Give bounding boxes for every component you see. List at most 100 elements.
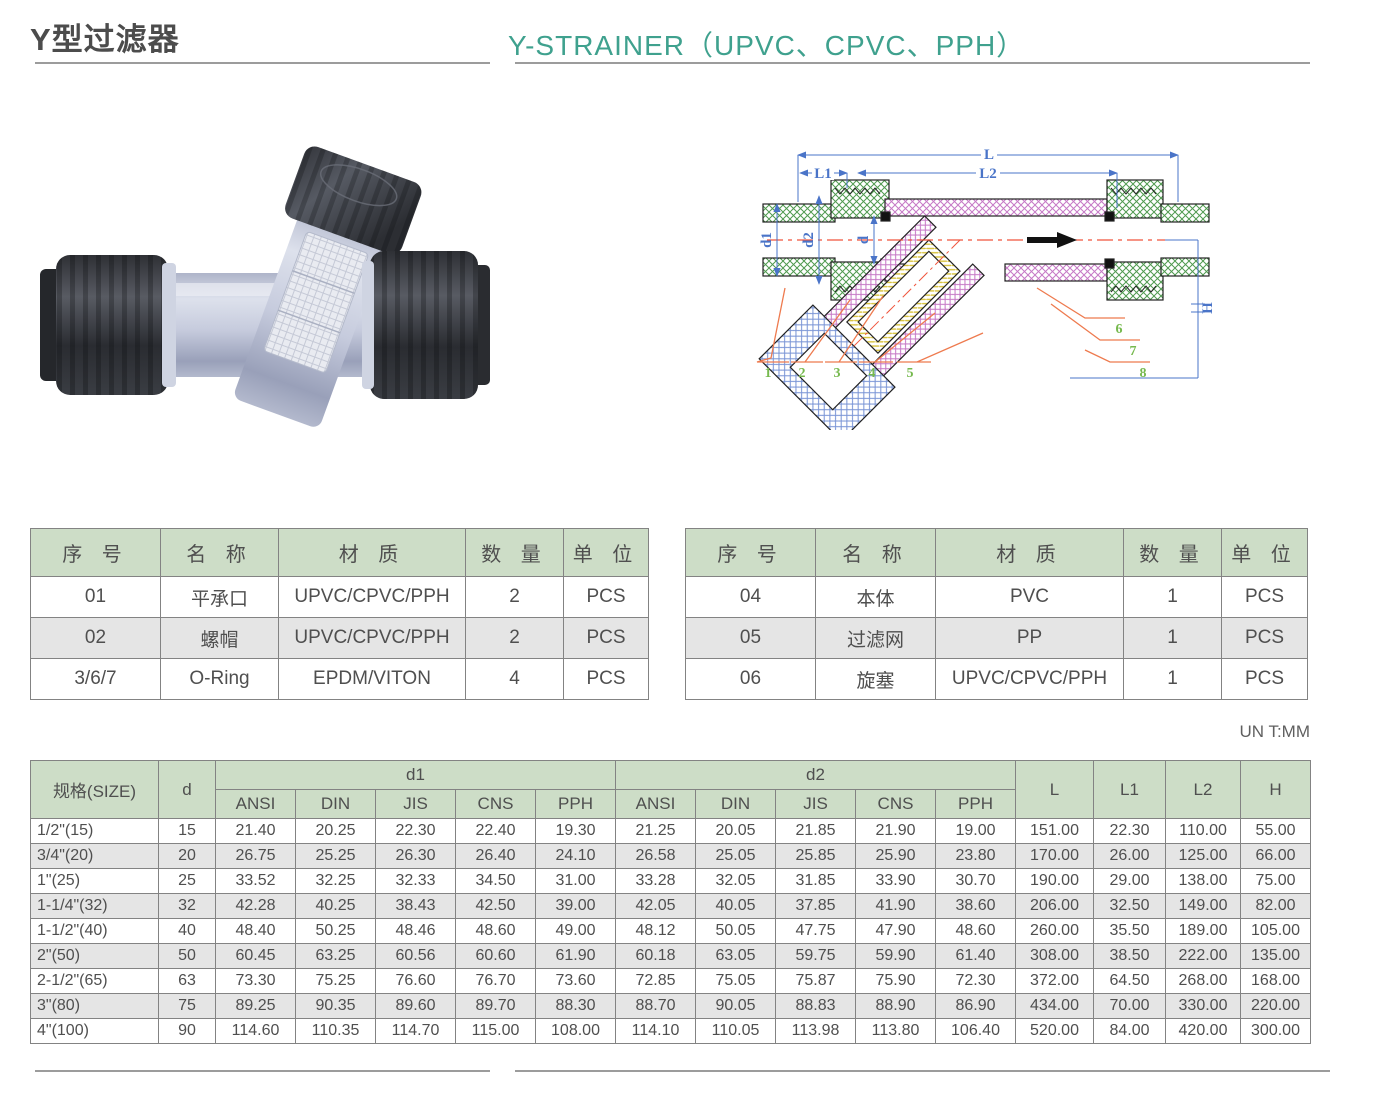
table-cell: 3"(80) [30,993,159,1019]
table-cell: 151.00 [1015,818,1094,844]
table-cell: 86.90 [935,993,1016,1019]
table-cell: 89.25 [215,993,296,1019]
table-cell: 旋塞 [815,658,936,700]
table-cell: 2"(50) [30,943,159,969]
column-header: 单 位 [1221,528,1308,577]
table-cell: 49.00 [535,918,616,944]
table-cell: 372.00 [1015,968,1094,994]
table-cell: 2-1/2"(65) [30,968,159,994]
table-cell: 220.00 [1240,993,1311,1019]
table-row: 3"(80) 75 89.25 90.35 89.60 89.70 88.30 88.70 90… [30,993,1311,1019]
table-cell: 2 [465,576,564,618]
table-cell: 29.00 [1093,868,1166,894]
table-cell: 21.25 [615,818,696,844]
table-cell: 70.00 [1093,993,1166,1019]
table-row: 1-1/2"(40) 40 48.40 50.25 48.46 48.60 49.00 48.… [30,918,1311,944]
table-cell: 308.00 [1015,943,1094,969]
column-subheader: CNS [855,789,936,819]
table-cell: 47.75 [775,918,856,944]
column-subheader: ANSI [615,789,696,819]
part-number-7: 7 [1130,344,1137,359]
column-subheader: ANSI [215,789,296,819]
table-cell: 63.05 [695,943,776,969]
table-cell: 40.05 [695,893,776,919]
dimension-labels: L L1 L2 d1 d2 d H [759,146,1216,314]
table-cell: 19.30 [535,818,616,844]
table-cell: 48.60 [455,918,536,944]
column-subheader: JIS [375,789,456,819]
table-cell: O-Ring [160,658,279,700]
table-row: 05 过滤网 PP 1 PCS [685,617,1308,659]
footer-rule-left [35,1070,490,1072]
column-header-H: H [1240,760,1311,819]
table-cell: UPVC/CPVC/PPH [935,658,1124,700]
table-cell: 60.60 [455,943,536,969]
table-cell: 32.25 [295,868,376,894]
table-cell: 25.25 [295,843,376,869]
table-cell: 40.25 [295,893,376,919]
dim-label-d: d [856,235,872,244]
column-subheader: PPH [535,789,616,819]
table-cell: 82.00 [1240,893,1311,919]
table-cell: 20 [158,843,216,869]
table-cell: 168.00 [1240,968,1311,994]
column-header: 序 号 [30,528,161,577]
table-cell: 21.85 [775,818,856,844]
dim-label-d1: d1 [759,232,775,248]
photo-left-union-nut [40,255,176,395]
table-cell: 35.50 [1093,918,1166,944]
table-cell: 434.00 [1015,993,1094,1019]
table-cell: 268.00 [1165,968,1241,994]
column-header: 材 质 [935,528,1124,577]
table-cell: 平承口 [160,576,279,618]
column-header-size: 规格(SIZE) [30,760,159,819]
dim-label-L: L [984,147,994,163]
table-cell: 88.83 [775,993,856,1019]
table-cell: 22.30 [1093,818,1166,844]
table-cell: 88.30 [535,993,616,1019]
table-cell: 61.40 [935,943,1016,969]
table-cell: 1/2"(15) [30,818,159,844]
table-cell: 4 [465,658,564,700]
column-subheader: JIS [775,789,856,819]
column-header: 名 称 [815,528,936,577]
table-row: 1/2"(15) 15 21.40 20.25 22.30 22.40 19.30 21.25… [30,818,1311,844]
table-row: 2-1/2"(65) 63 73.30 75.25 76.60 76.70 73.60 72.… [30,968,1311,994]
table-cell: 22.40 [455,818,536,844]
table-cell: 过滤网 [815,617,936,659]
table-cell: 520.00 [1015,1018,1094,1044]
table-cell: 42.50 [455,893,536,919]
table-cell: 32.50 [1093,893,1166,919]
unit-note: UN T:MM [1239,722,1310,741]
table-cell: 21.40 [215,818,296,844]
table-cell: 64.50 [1093,968,1166,994]
table-cell: PCS [563,617,649,659]
table-cell: 3/4"(20) [30,843,159,869]
table-row: 06 旋塞 UPVC/CPVC/PPH 1 PCS [685,658,1308,700]
table-cell: 26.75 [215,843,296,869]
product-photo [40,145,490,437]
table-cell: 88.70 [615,993,696,1019]
table-cell: 420.00 [1165,1018,1241,1044]
part-number-3: 3 [834,366,841,381]
column-subheader: CNS [455,789,536,819]
table-cell: 20.05 [695,818,776,844]
dim-label-d2: d2 [801,232,817,248]
table-cell: 114.10 [615,1018,696,1044]
table-cell: 34.50 [455,868,536,894]
table-cell: 1"(25) [30,868,159,894]
table-cell: 19.00 [935,818,1016,844]
table-cell: 110.35 [295,1018,376,1044]
table-cell: 1 [1123,617,1222,659]
column-header: 材 质 [278,528,466,577]
dim-label-L2: L2 [979,166,997,182]
table-cell: 40 [158,918,216,944]
table-cell: EPDM/VITON [278,658,466,700]
table-cell: 50 [158,943,216,969]
footer-rule-right [515,1070,1330,1072]
table-cell: 05 [685,617,816,659]
part-leader-lines [756,287,1150,363]
column-header-d: d [158,760,216,819]
table-cell: 66.00 [1240,843,1311,869]
table-cell: 38.60 [935,893,1016,919]
